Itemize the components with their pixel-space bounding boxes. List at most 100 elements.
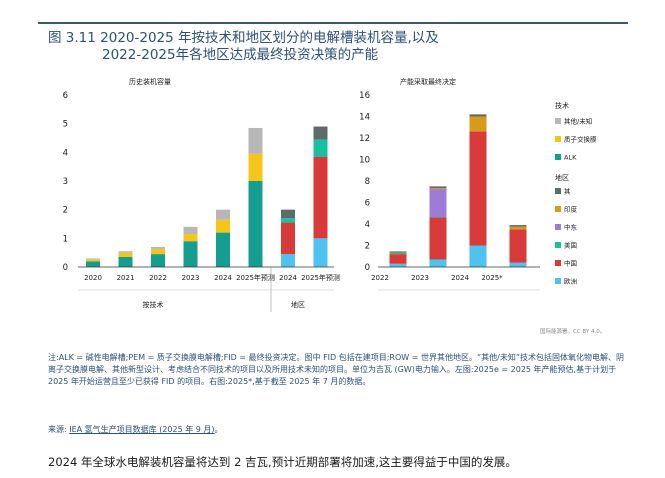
legend-swatch-rest <box>555 188 561 194</box>
bar-segment-PEM <box>216 219 230 233</box>
right-y-tick: 14 <box>359 113 370 123</box>
left-chart-title: 历史装机容量 <box>129 77 171 86</box>
right-y-tick: 8 <box>365 177 370 187</box>
bar-segment-india <box>389 252 407 254</box>
figure-note: 注:ALK = 碱性电解槽;PEM = 质子交换膜电解槽;FID = 最终投资决… <box>48 353 624 386</box>
bar-segment-india <box>429 187 447 190</box>
bar-segment-ALK <box>248 181 263 267</box>
legend-label-mideast: 中东 <box>564 223 578 232</box>
bar-segment-other <box>183 226 198 235</box>
bar-segment-india <box>509 226 527 230</box>
legend-label-india: 印度 <box>564 205 578 214</box>
bar-segment-china <box>469 131 487 246</box>
legend-label-europe: 欧洲 <box>564 277 577 286</box>
left-x-tick: 2021 <box>117 274 135 282</box>
legend-swatch-europe <box>555 278 561 284</box>
right-y-tick: 12 <box>359 134 370 144</box>
bar-segment-europe <box>313 238 328 267</box>
legend-region-header: 地区 <box>555 173 569 182</box>
bar-segment-PEM <box>151 248 165 255</box>
bar-segment-other <box>118 251 133 253</box>
bar-segment-usa <box>389 253 407 255</box>
legend-label-rest: 其 <box>564 188 571 196</box>
left-x-tick: 2020 <box>84 274 102 282</box>
bar-segment-europe <box>281 254 295 267</box>
right-y-tick: 10 <box>359 156 370 166</box>
bar-segment-china <box>281 222 295 255</box>
legend-swatch-mideast <box>555 224 561 230</box>
bar-segment-other <box>86 258 100 260</box>
bar-segment-usa <box>429 217 447 218</box>
legend-swatch-other <box>555 118 561 124</box>
bar-segment-rest <box>469 114 487 117</box>
right-y-tick: 4 <box>365 220 370 230</box>
legend-swatch-usa <box>555 242 561 248</box>
left-x-tick: 2023 <box>182 274 200 282</box>
left-y-tick: 2 <box>63 206 68 216</box>
right-y-tick: 2 <box>365 242 370 252</box>
right-x-tick: 2024 <box>451 274 469 282</box>
bar-segment-mideast <box>429 189 447 218</box>
left-y-tick: 6 <box>63 91 68 101</box>
right-y-tick: 6 <box>365 199 370 209</box>
image-credit: 国际能源署。CC BY 4.0。 <box>540 329 606 335</box>
top-rule <box>38 22 628 24</box>
left-x-axis: 2020 2021 2022 2023 2024 2025年预测 2024 2025年预测 <box>84 273 340 282</box>
right-y-tick: 16 <box>359 91 370 101</box>
legend-label-PEM: 质子交换膜 <box>564 135 597 144</box>
right-x-tick: 2022 <box>371 274 389 282</box>
bar-segment-europe <box>509 262 527 267</box>
legend-swatch-india <box>555 206 561 212</box>
left-y-tick: 3 <box>63 177 68 187</box>
bar-segment-ALK <box>118 256 133 267</box>
bar-segment-ALK <box>86 261 100 267</box>
bar-segment-ALK <box>151 254 165 267</box>
bar-segment-rest <box>389 251 407 253</box>
bar-segment-europe <box>389 263 407 267</box>
source-line: 来源: IEA 氢气生产项目数据库 (2025 年 9 月)。 <box>48 424 223 435</box>
bar-segment-PEM <box>86 259 100 262</box>
bar-segment-china <box>429 217 447 260</box>
right-bars <box>389 114 527 267</box>
legend-label-other: 其他/未知 <box>564 117 592 126</box>
legend-swatch-PEM <box>555 136 561 142</box>
left-y-tick: 1 <box>63 234 68 244</box>
bar-segment-usa <box>313 139 328 157</box>
right-chart-title: 产能采取最终决定 <box>400 77 456 86</box>
bar-segment-other <box>216 209 230 220</box>
bar-segment-ALK <box>183 241 198 267</box>
summary-sentence: 2024 年全球水电解装机容量将达到 2 吉瓦,预计近期部署将加速,这主要得益于… <box>48 455 517 469</box>
left-x-tick: 2024 <box>279 274 297 282</box>
source-prefix: 来源: <box>48 425 67 434</box>
legend-tech-header: 技术 <box>555 101 569 110</box>
left-y-tick: 4 <box>63 148 68 158</box>
bar-segment-rest <box>313 126 328 140</box>
left-x-tick: 2025年预测 <box>301 273 340 282</box>
bar-segment-europe <box>429 259 447 267</box>
bar-segment-europe <box>469 245 487 267</box>
bar-segment-other <box>151 246 165 249</box>
right-x-tick: 2025* <box>481 274 503 282</box>
legend-label-china: 中国 <box>564 259 577 268</box>
legend-label-ALK: ALK <box>564 154 577 162</box>
source-link[interactable]: IEA 氢气生产项目数据库 (2025 年 9 月) <box>69 425 215 434</box>
bar-segment-other <box>248 127 263 154</box>
left-y-tick: 0 <box>63 263 68 273</box>
source-suffix: 。 <box>214 425 223 434</box>
group-label-region: 地区 <box>291 300 305 309</box>
figure-title-line1: 图 3.11 2020-2025 年按技术和地区划分的电解槽装机容量,以及 <box>48 30 439 46</box>
bar-segment-china <box>313 156 328 239</box>
right-x-tick: 2023 <box>411 274 429 282</box>
bar-segment-rest <box>281 209 295 219</box>
group-label-tech: 按技术 <box>143 300 164 309</box>
bar-segment-china <box>389 254 407 264</box>
legend-label-usa: 美国 <box>564 241 577 250</box>
left-y-tick: 5 <box>63 120 68 130</box>
left-y-axis: 0 1 2 3 4 5 6 <box>63 91 68 273</box>
bar-segment-india <box>469 116 487 132</box>
left-bars <box>86 126 328 267</box>
right-x-axis: 2022 2023 2024 2025* <box>371 274 503 282</box>
bar-segment-ALK <box>216 232 230 267</box>
